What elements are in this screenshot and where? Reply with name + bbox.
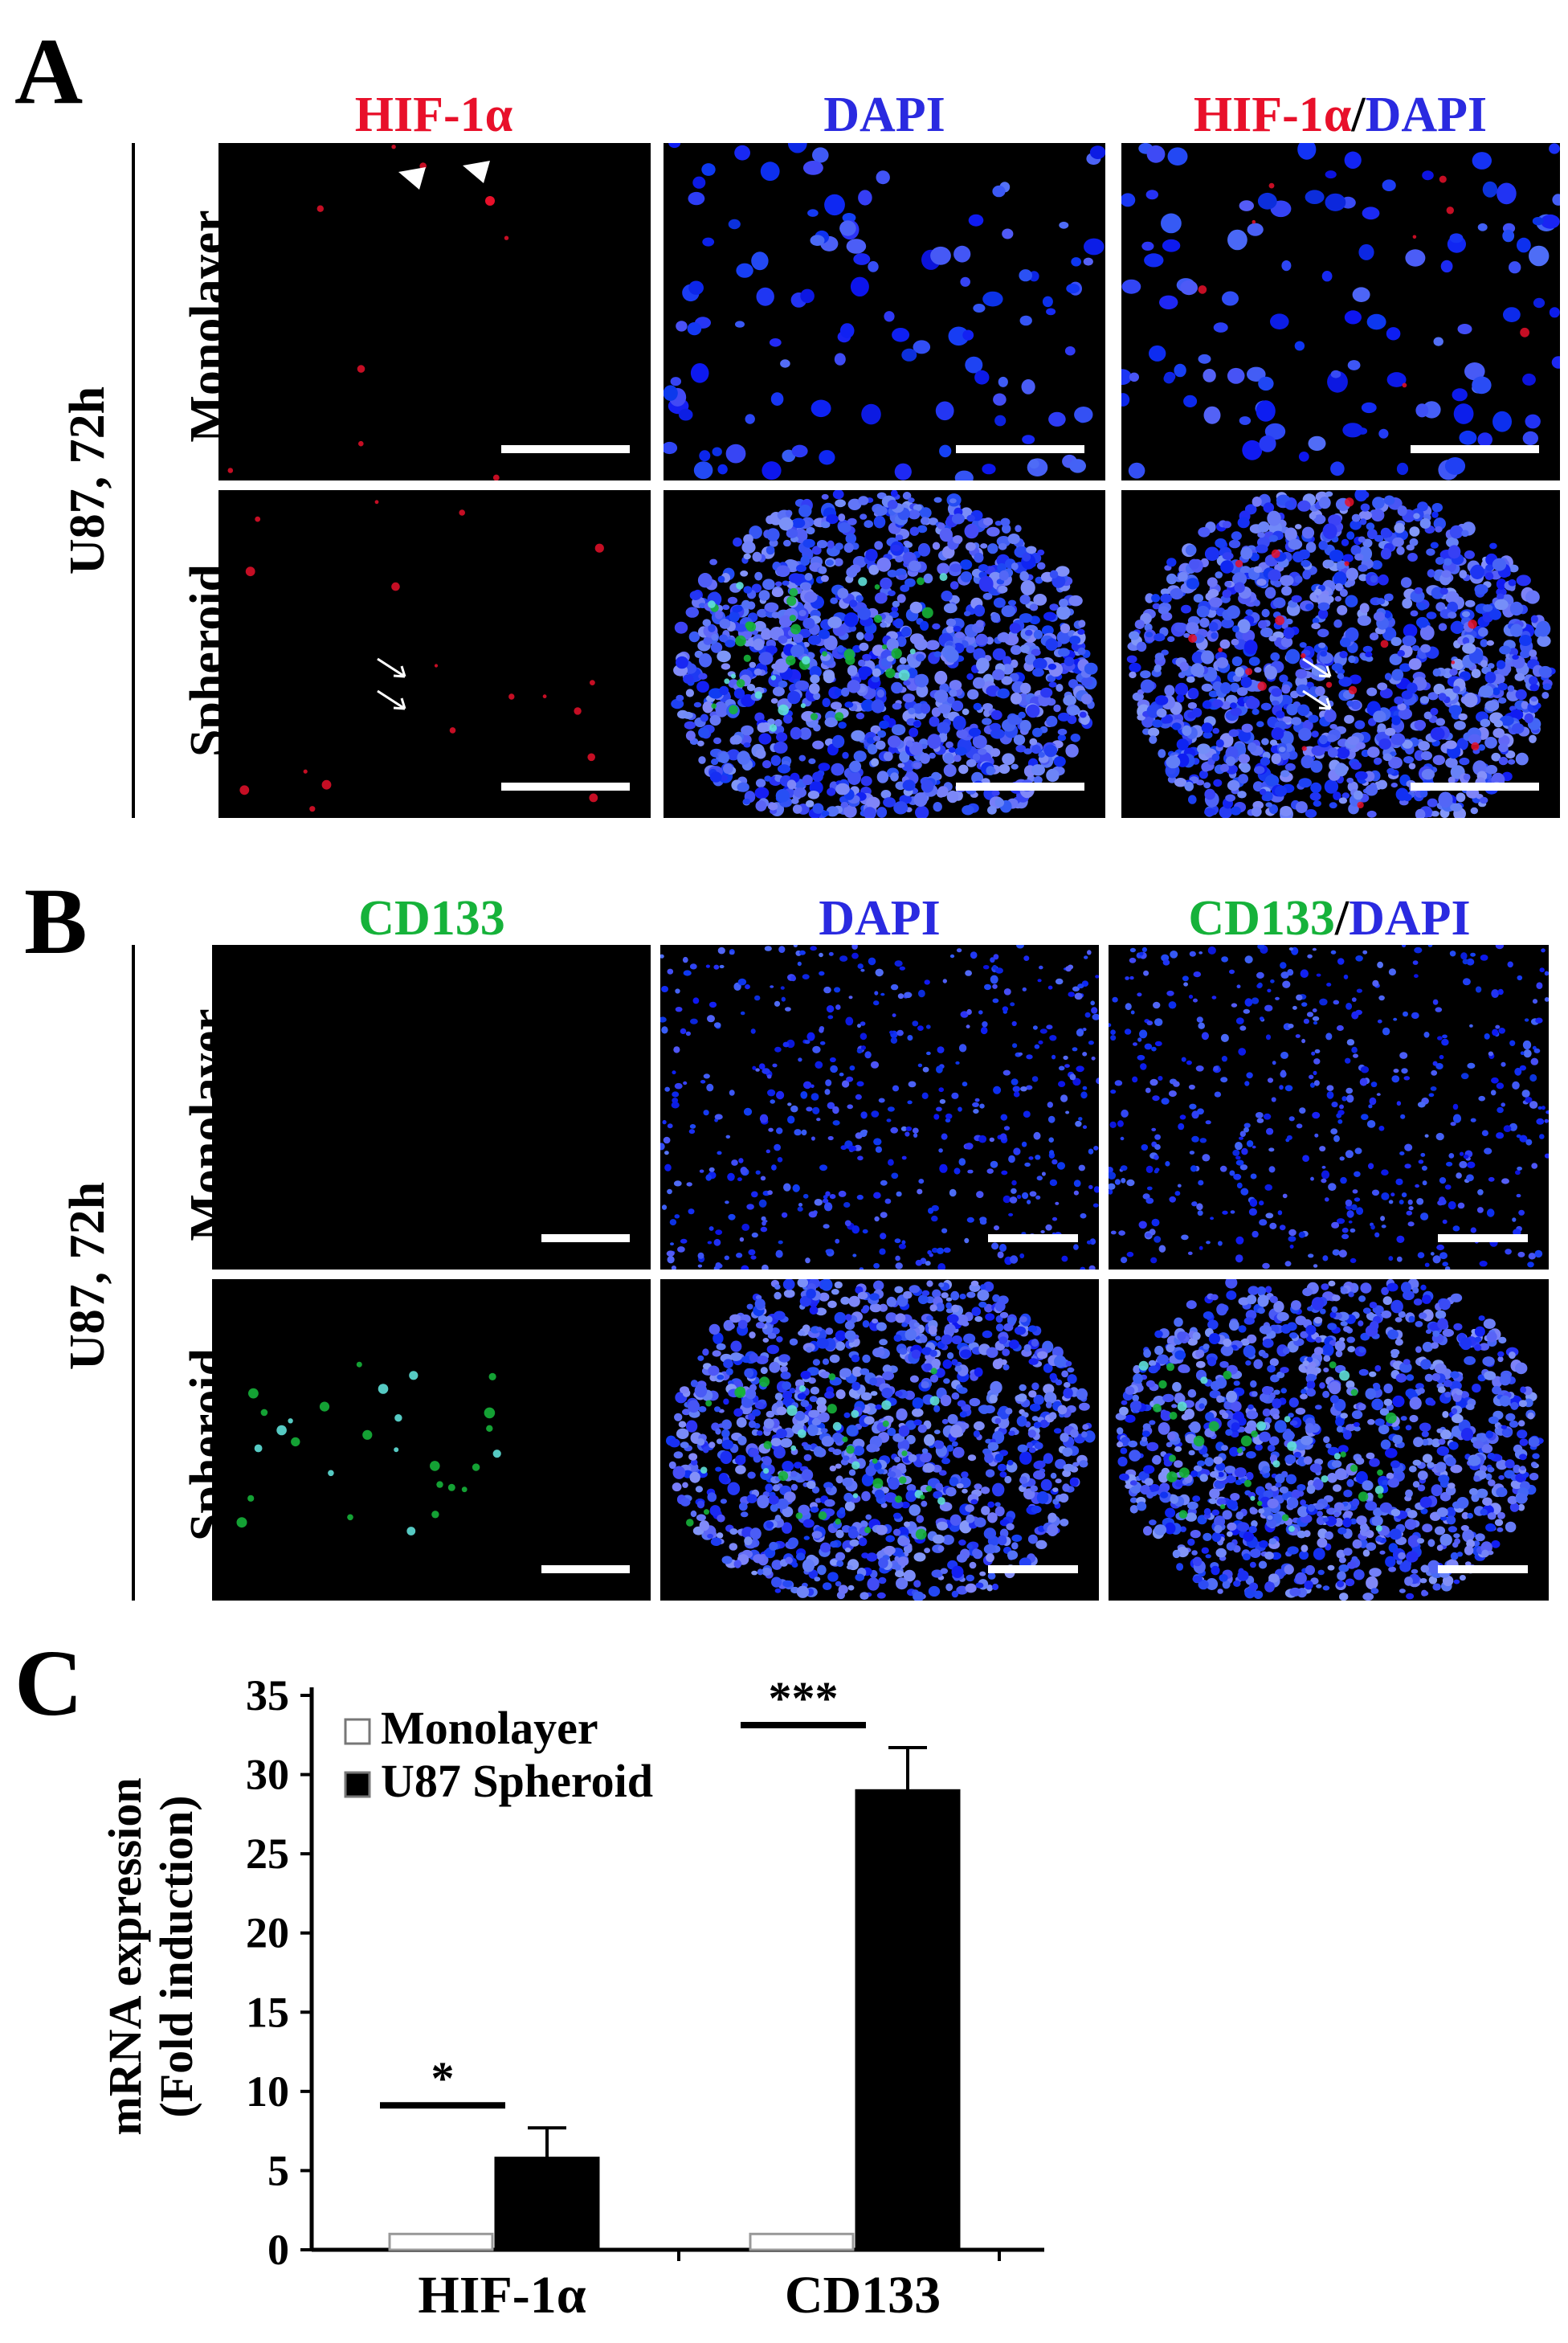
y-tick-label: 30 [246,1751,289,1799]
scale-bar [1438,1234,1528,1242]
panel-b-col-title-2: DAPI [660,893,1099,943]
micrograph-canvas [1109,1279,1549,1601]
panel-a-col-title-3: HIF-1α/DAPI [1121,90,1559,140]
panel-b-spheroid-merge-image [1109,1279,1549,1601]
y-tick-label: 15 [246,1988,289,2036]
scale-bar [541,1234,630,1242]
y-tick-label: 25 [246,1830,289,1878]
micrograph-canvas [660,945,1099,1270]
panel-b-monolayer-merge-image [1109,945,1549,1270]
col-title-part: CD133 [358,891,505,946]
col-title-part: DAPI [1366,88,1488,142]
legend-label: Monolayer [381,1702,598,1754]
y-axis-label-line1: mRNA expression [99,1777,151,2135]
x-tick-label: CD133 [785,2266,941,2325]
panel-b-side-label: U87, 72h [63,1155,114,1396]
scale-bar [988,1565,1078,1573]
y-tick-label: 5 [267,2146,289,2194]
y-tick-label: 0 [267,2226,289,2274]
arrow-icon [378,691,405,709]
bar-u87-spheroid [496,2158,598,2250]
bar-monolayer [390,2234,492,2250]
col-title-part: HIF-1α [1194,88,1351,142]
micrograph-canvas [1109,945,1549,1270]
y-tick-label: 10 [246,2067,289,2116]
col-title-part: / [1335,891,1349,946]
micrograph-canvas [212,945,651,1270]
col-title-part: DAPI [819,891,941,946]
micrograph-canvas [664,143,1105,480]
panel-a-spheroid-merge-image [1121,490,1560,818]
panel-a-spheroid-hif-image [218,490,651,818]
micrograph-canvas [1121,490,1560,818]
micrograph-canvas [660,1279,1099,1601]
arrowhead-icon [398,167,426,190]
panel-b-row-bracket [132,945,135,1601]
arrowhead-icon [463,161,490,183]
x-tick-label: HIF-1α [418,2266,586,2325]
legend-swatch [345,1719,370,1744]
arrow-icon [378,659,405,677]
panel-b-spheroid-cd133-image [212,1279,651,1601]
panel-a-spheroid-dapi-image [664,490,1105,818]
micrograph-canvas [664,490,1105,818]
col-title-part: DAPI [1349,891,1471,946]
scale-bar [956,445,1084,453]
bar-u87-spheroid [856,1790,959,2250]
significance-marker: *** [769,1672,839,1724]
micrograph-canvas [218,143,651,480]
scale-bar [956,783,1084,791]
panel-a-col-title-1: HIF-1α [217,90,651,140]
panel-b-monolayer-dapi-image [660,945,1099,1270]
panel-a-col-title-2: DAPI [664,90,1105,140]
panel-a-row-bracket [132,143,135,818]
panel-b-col-title-3: CD133/DAPI [1109,893,1550,943]
scale-bar [1411,783,1539,791]
y-axis-label: mRNA expression (Fold induction) [99,1777,202,2135]
scale-bar [1438,1565,1528,1573]
micrograph-canvas [212,1279,651,1601]
scale-bar [1411,445,1539,453]
panel-a-side-label: U87, 72h [63,360,114,601]
col-title-part: HIF-1α [355,88,512,142]
scale-bar [501,445,630,453]
legend-swatch [345,1773,370,1797]
micrograph-canvas [1121,143,1560,480]
panel-b-spheroid-dapi-image [660,1279,1099,1601]
significance-marker: * [431,2052,455,2104]
panel-letter-a: A [14,24,83,119]
col-title-part: DAPI [823,88,945,142]
panel-b-monolayer-cd133-image [212,945,651,1270]
scale-bar [988,1234,1078,1242]
y-tick-label: 20 [246,1909,289,1957]
panel-c-bar-chart: 0 5 10 15 20 25 30 35 mRNA expression (Fold induc… [0,1631,1568,2343]
scale-bar [541,1565,630,1573]
y-axis-label-line2: (Fold induction) [150,1795,202,2117]
col-title-part: CD133 [1188,891,1335,946]
panel-b-col-title-1: CD133 [213,893,651,943]
y-tick-label: 35 [246,1671,289,1719]
panel-letter-b: B [24,874,88,969]
micrograph-canvas [218,490,651,818]
bar-monolayer [750,2234,853,2250]
panel-a-monolayer-merge-image [1121,143,1560,480]
scale-bar [501,783,630,791]
col-title-part: / [1351,88,1365,142]
legend-label: U87 Spheroid [381,1755,653,1807]
panel-a-monolayer-hif-image [218,143,651,480]
panel-a-monolayer-dapi-image [664,143,1105,480]
